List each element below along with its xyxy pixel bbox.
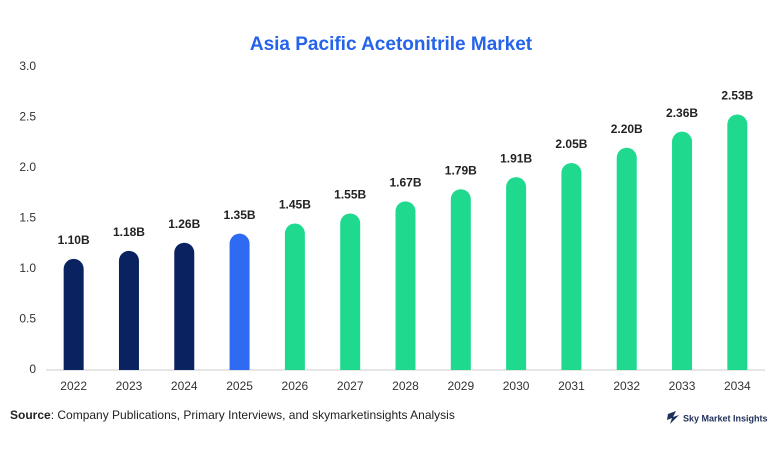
x-tick-label: 2027 (337, 379, 364, 393)
y-tick-label: 1.5 (19, 211, 36, 225)
value-label: 1.67B (389, 176, 421, 190)
brand-icon (667, 411, 679, 424)
y-tick-label: 0.5 (19, 312, 36, 326)
bar (561, 162, 582, 370)
x-tick-label: 2028 (392, 379, 419, 393)
bar (672, 131, 693, 370)
y-tick-label: 2.0 (19, 160, 36, 174)
chart-title: Asia Pacific Acetonitrile Market (250, 34, 533, 55)
bar (395, 201, 416, 370)
value-label: 1.10B (58, 233, 90, 247)
x-tick-label: 2033 (669, 379, 696, 393)
value-label: 1.18B (113, 225, 145, 239)
value-label: 2.20B (611, 122, 643, 136)
value-label: 2.05B (555, 137, 587, 151)
value-label: 1.55B (334, 188, 366, 202)
y-tick-label: 2.5 (19, 110, 36, 124)
bar (506, 177, 527, 370)
bar (229, 233, 250, 370)
bar (118, 250, 139, 370)
x-tick-label: 2025 (226, 379, 253, 393)
bar (727, 114, 748, 370)
x-tick-label: 2032 (613, 379, 640, 393)
x-tick-label: 2034 (724, 379, 751, 393)
value-label: 1.79B (445, 163, 477, 177)
x-tick-label: 2030 (503, 379, 530, 393)
bar (340, 213, 361, 370)
x-tick-label: 2026 (282, 379, 309, 393)
x-tick-label: 2022 (60, 379, 87, 393)
value-label: 1.45B (279, 198, 311, 212)
brand: Sky Market Insights (683, 413, 768, 423)
y-tick-label: 3.0 (19, 59, 36, 73)
bar (63, 258, 84, 370)
value-label: 1.35B (224, 208, 256, 222)
value-label: 1.26B (168, 217, 200, 231)
source-text: : Company Publications, Primary Intervie… (51, 408, 455, 422)
value-label: 2.53B (721, 89, 753, 103)
bar (174, 242, 195, 370)
source: Source: Company Publications, Primary In… (10, 408, 455, 422)
bar (616, 147, 637, 370)
y-tick-label: 1.0 (19, 261, 36, 275)
value-label: 1.91B (500, 151, 532, 165)
value-label: 2.36B (666, 106, 698, 120)
source-label: Source (10, 408, 51, 422)
bar (450, 189, 471, 370)
x-tick-label: 2031 (558, 379, 585, 393)
x-tick-label: 2024 (171, 379, 198, 393)
x-tick-label: 2029 (447, 379, 474, 393)
y-tick-label: 0 (29, 362, 36, 376)
bar (284, 223, 305, 370)
x-tick-label: 2023 (116, 379, 143, 393)
